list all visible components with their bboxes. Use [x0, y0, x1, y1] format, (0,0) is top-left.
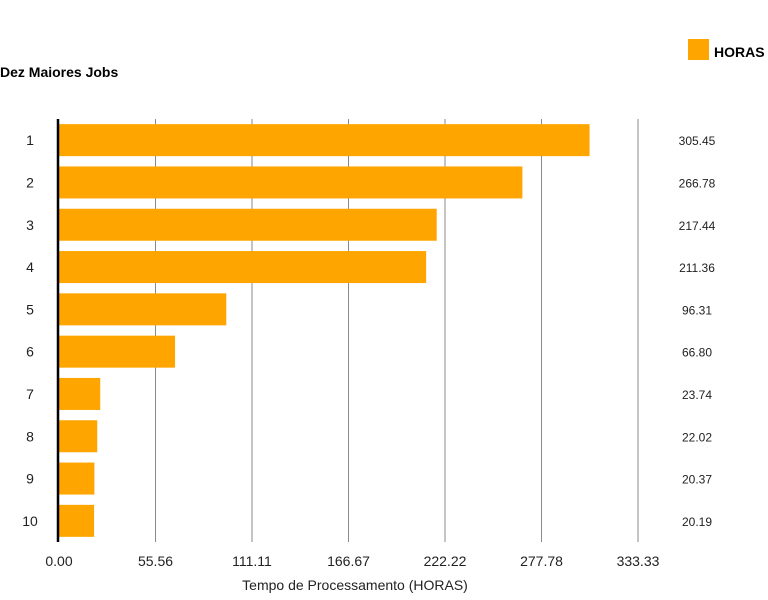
category-label: 4 — [26, 259, 34, 275]
x-tick-label: 55.56 — [138, 553, 173, 569]
category-label: 2 — [26, 174, 34, 190]
bar — [59, 124, 590, 157]
category-label: 3 — [26, 217, 34, 233]
category-label: 10 — [22, 513, 38, 529]
x-tick-label: 277.78 — [520, 553, 563, 569]
bar — [59, 377, 101, 410]
category-labels: 1 2 3 4 5 6 7 8 9 10 — [22, 132, 38, 529]
category-label: 1 — [26, 132, 34, 148]
value-label: 23.74 — [682, 388, 712, 402]
category-label: 7 — [26, 386, 34, 402]
value-label: 20.19 — [682, 515, 712, 529]
category-label: 5 — [26, 301, 34, 317]
value-label: 96.31 — [682, 303, 712, 317]
bars — [59, 124, 590, 537]
value-label: 20.37 — [682, 473, 712, 487]
legend: HORAS — [688, 39, 765, 60]
category-label: 9 — [26, 471, 34, 487]
x-tick-label: 0.00 — [45, 553, 72, 569]
value-label: 266.78 — [679, 176, 716, 190]
bar — [59, 251, 427, 284]
value-label: 22.02 — [682, 430, 712, 444]
value-label: 305.45 — [679, 134, 716, 148]
category-label: 6 — [26, 344, 34, 360]
bar — [59, 208, 437, 241]
value-label: 217.44 — [679, 219, 716, 233]
bar — [59, 462, 95, 495]
x-tick-label: 222.22 — [424, 553, 467, 569]
value-labels: 305.45 266.78 217.44 211.36 96.31 66.80 23.74 2… — [679, 134, 716, 529]
legend-swatch — [688, 39, 709, 60]
x-tick-labels: 0.00 55.56 111.11 166.67 222.22 277.78 333.33 — [45, 553, 659, 569]
x-axis-title: Tempo de Processamento (HORAS) — [242, 577, 468, 593]
x-tick-label: 166.67 — [327, 553, 370, 569]
chart-title: Dez Maiores Jobs — [0, 64, 118, 80]
category-label: 8 — [26, 428, 34, 444]
value-label: 211.36 — [679, 261, 715, 275]
x-tick-label: 333.33 — [617, 553, 660, 569]
x-tick-label: 111.11 — [232, 553, 272, 569]
legend-label: HORAS — [714, 44, 765, 60]
bar — [59, 420, 98, 453]
bar — [59, 293, 227, 326]
bar — [59, 504, 95, 537]
bar — [59, 335, 176, 368]
bar — [59, 166, 523, 199]
value-label: 66.80 — [682, 346, 712, 360]
